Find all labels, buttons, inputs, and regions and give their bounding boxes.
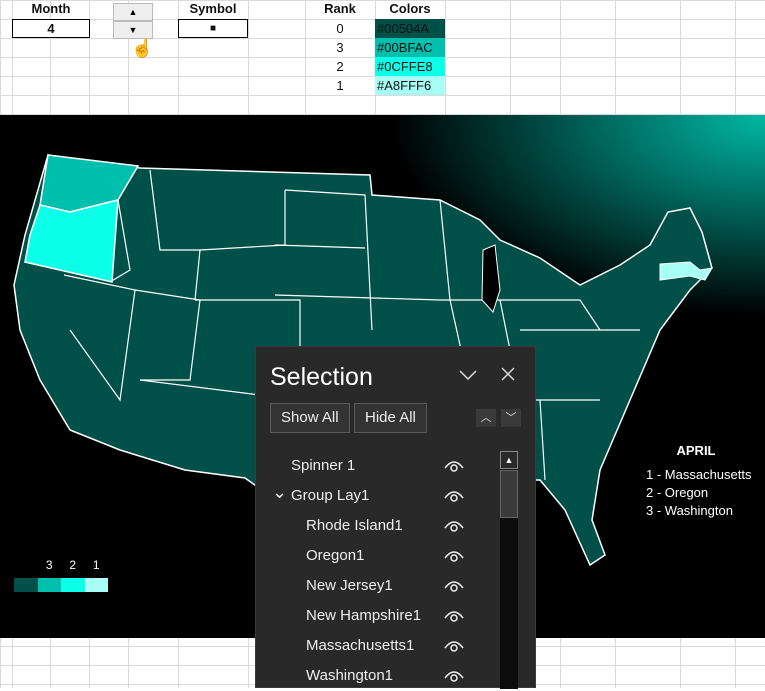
show-all-button[interactable]: Show All <box>270 403 350 433</box>
legend-swatch-3 <box>37 578 61 592</box>
selection-pane: Selection Show All Hide All ︿ ﹀ Spinner … <box>255 346 536 691</box>
symbol-header: Symbol <box>189 1 237 16</box>
visibility-eye-icon[interactable] <box>444 669 464 683</box>
visibility-eye-icon[interactable] <box>444 489 464 503</box>
visibility-eye-icon[interactable] <box>444 579 464 593</box>
legend-swatches <box>14 578 108 592</box>
selection-item-label: New Hampshire1 <box>306 607 422 624</box>
selection-item[interactable]: Oregon1 <box>256 541 496 571</box>
legend-label-3: 3 <box>45 558 53 572</box>
selection-item-label: Group Lay1 <box>291 487 370 504</box>
rank-cell[interactable]: 0 <box>336 21 344 36</box>
selection-item-label: Rhode Island1 <box>306 517 403 534</box>
color-cell[interactable]: #00BFAC <box>375 38 445 57</box>
state-oregon <box>24 199 119 283</box>
spinner-up-button[interactable]: ▲ <box>113 3 153 21</box>
selection-item-label: Spinner 1 <box>291 457 356 474</box>
visibility-eye-icon[interactable] <box>444 549 464 563</box>
rank-line-1: 1 - Massachusetts <box>646 467 752 482</box>
month-value[interactable]: 4 <box>12 19 90 38</box>
selection-item-label: New Jersey1 <box>306 577 393 594</box>
rank-header: Rank <box>324 1 356 16</box>
legend-label-1: 1 <box>92 558 100 572</box>
legend-swatch-0 <box>14 578 38 592</box>
selection-item[interactable]: ⌄ Group Lay1 <box>256 481 496 511</box>
month-header: Month <box>31 1 71 16</box>
selection-item[interactable]: Massachusetts1 <box>256 631 496 661</box>
hide-all-button[interactable]: Hide All <box>354 403 427 433</box>
hand-cursor-icon: ☝ <box>131 38 154 58</box>
bring-forward-button[interactable]: ︿ <box>476 409 496 427</box>
legend-swatch-2 <box>61 578 85 592</box>
legend-label-2: 2 <box>69 558 77 572</box>
selection-item-label: Washington1 <box>306 667 393 684</box>
selection-item[interactable]: New Jersey1 <box>256 571 496 601</box>
color-cell[interactable]: #00504A <box>375 19 445 38</box>
visibility-eye-icon[interactable] <box>444 459 464 473</box>
selection-item[interactable]: New Hampshire1 <box>256 601 496 631</box>
legend-swatch-1 <box>84 578 108 592</box>
color-cell[interactable]: #0CFFE8 <box>375 57 445 76</box>
pane-title: Selection <box>270 363 373 391</box>
rank-cell[interactable]: 1 <box>336 78 344 93</box>
selection-item-label: Massachusetts1 <box>306 637 415 654</box>
selection-item[interactable]: Spinner 1 <box>256 451 496 481</box>
rank-cell[interactable]: 2 <box>336 59 344 74</box>
visibility-eye-icon[interactable] <box>444 609 464 623</box>
visibility-eye-icon[interactable] <box>444 639 464 653</box>
ranking-info: APRIL 1 - Massachusetts 2 - Oregon 3 - W… <box>646 442 752 520</box>
expand-chevron-icon[interactable]: ⌄ <box>272 482 288 502</box>
scrollbar[interactable]: ▲ <box>500 451 518 689</box>
lake-michigan <box>481 244 501 313</box>
scroll-thumb[interactable] <box>500 470 518 518</box>
visibility-eye-icon[interactable] <box>444 519 464 533</box>
colors-header: Colors <box>389 1 431 16</box>
selection-item[interactable]: Rhode Island1 <box>256 511 496 541</box>
legend-labels: 3 2 1 <box>14 558 108 572</box>
state-massachusetts <box>659 261 713 281</box>
rank-line-3: 3 - Washington <box>646 503 733 518</box>
symbol-value[interactable]: ■ <box>178 19 248 38</box>
chevron-down-icon[interactable] <box>459 369 477 381</box>
close-icon[interactable] <box>501 367 515 381</box>
selection-item[interactable]: Washington1 <box>256 661 496 691</box>
rank-cell[interactable]: 3 <box>336 40 344 55</box>
color-cell[interactable]: #A8FFF6 <box>375 76 445 95</box>
rank-line-2: 2 - Oregon <box>646 485 709 500</box>
spinner-down-button[interactable]: ▼ <box>113 21 153 39</box>
scroll-up-button[interactable]: ▲ <box>500 451 518 469</box>
send-backward-button[interactable]: ﹀ <box>501 409 521 427</box>
selection-item-label: Oregon1 <box>306 547 365 564</box>
month-title: APRIL <box>676 443 716 458</box>
